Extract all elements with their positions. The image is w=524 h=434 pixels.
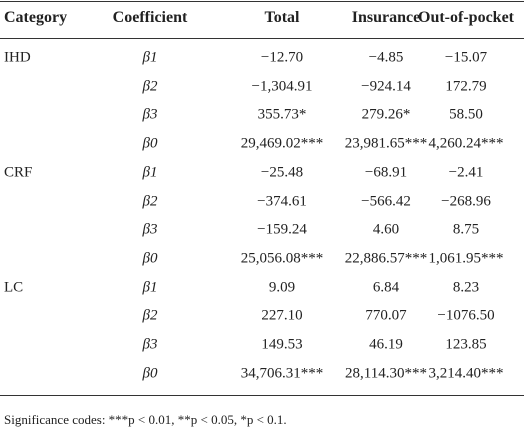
bottom-rule	[0, 395, 524, 396]
category-label: IHD	[4, 49, 31, 66]
cell-insurance: 6.84	[372, 279, 400, 296]
cell-insurance: 28,114.30***	[345, 365, 427, 382]
cell-out-of-pocket: 8.75	[452, 221, 480, 238]
cell-insurance: −68.91	[364, 164, 408, 181]
cell-total: −159.24	[257, 221, 307, 238]
category-label: LC	[4, 279, 24, 296]
coefficient: β2	[142, 307, 158, 324]
cell-insurance: 4.60	[372, 221, 400, 238]
cell-insurance: −924.14	[361, 78, 411, 95]
top-rule	[0, 1, 524, 2]
cell-insurance: 770.07	[365, 307, 407, 324]
cell-insurance: 46.19	[369, 336, 403, 353]
coefficient: β2	[142, 193, 158, 209]
cell-total: 29,469.02***	[240, 135, 324, 152]
coefficient: β3	[142, 106, 158, 123]
cell-out-of-pocket: 123.85	[445, 336, 487, 353]
cell-total: −25.48	[260, 164, 304, 181]
cell-out-of-pocket: 4,260.24***	[428, 135, 504, 152]
header-rule	[0, 38, 524, 39]
cell-total: 9.09	[268, 279, 296, 296]
coefficient: β0	[142, 365, 158, 382]
header-total: Total	[264, 9, 300, 26]
cell-out-of-pocket: −1076.50	[437, 307, 495, 324]
header-insurance: Insurance	[351, 9, 421, 26]
coefficient: β0	[142, 250, 158, 267]
header-category: Category	[4, 9, 68, 26]
cell-total: 25,056.08***	[240, 250, 324, 267]
cell-total: −12.70	[260, 49, 304, 66]
cell-out-of-pocket: 172.79	[445, 78, 487, 95]
cell-total: 355.73*	[257, 106, 307, 123]
cell-insurance: −566.42	[361, 193, 411, 209]
coefficient: β2	[142, 78, 158, 95]
cell-out-of-pocket: 58.50	[449, 106, 483, 123]
header-coefficient: Coefficient	[112, 9, 188, 26]
cell-out-of-pocket: −2.41	[448, 164, 484, 181]
cell-insurance: 22,886.57***	[344, 250, 428, 267]
coefficient: β1	[142, 49, 158, 66]
cell-total: −374.61	[257, 193, 307, 209]
coefficient: β3	[142, 221, 158, 238]
cell-total: 34,706.31***	[240, 365, 324, 382]
header-out-of-pocket: Out-of-pocket	[418, 9, 514, 26]
coefficient: β0	[142, 135, 158, 152]
cell-insurance: −4.85	[368, 49, 404, 66]
cell-insurance: 279.26*	[361, 106, 411, 123]
category-label: CRF	[4, 164, 33, 181]
cell-out-of-pocket: 8.23	[452, 279, 480, 296]
coefficient: β1	[142, 279, 158, 296]
cell-total: 227.10	[261, 307, 303, 324]
cell-out-of-pocket: 3,214.40***	[428, 365, 504, 382]
cell-insurance: 23,981.65***	[344, 135, 428, 152]
cell-total: −1,304.91	[251, 78, 313, 95]
cell-total: 149.53	[261, 336, 303, 353]
cell-out-of-pocket: 1,061.95***	[428, 250, 504, 267]
cell-out-of-pocket: −15.07	[444, 49, 488, 66]
footnote: Significance codes: ***p < 0.01, **p < 0…	[4, 412, 287, 427]
cell-out-of-pocket: −268.96	[441, 193, 491, 209]
coefficient: β1	[142, 164, 158, 181]
coefficient: β3	[142, 336, 158, 353]
